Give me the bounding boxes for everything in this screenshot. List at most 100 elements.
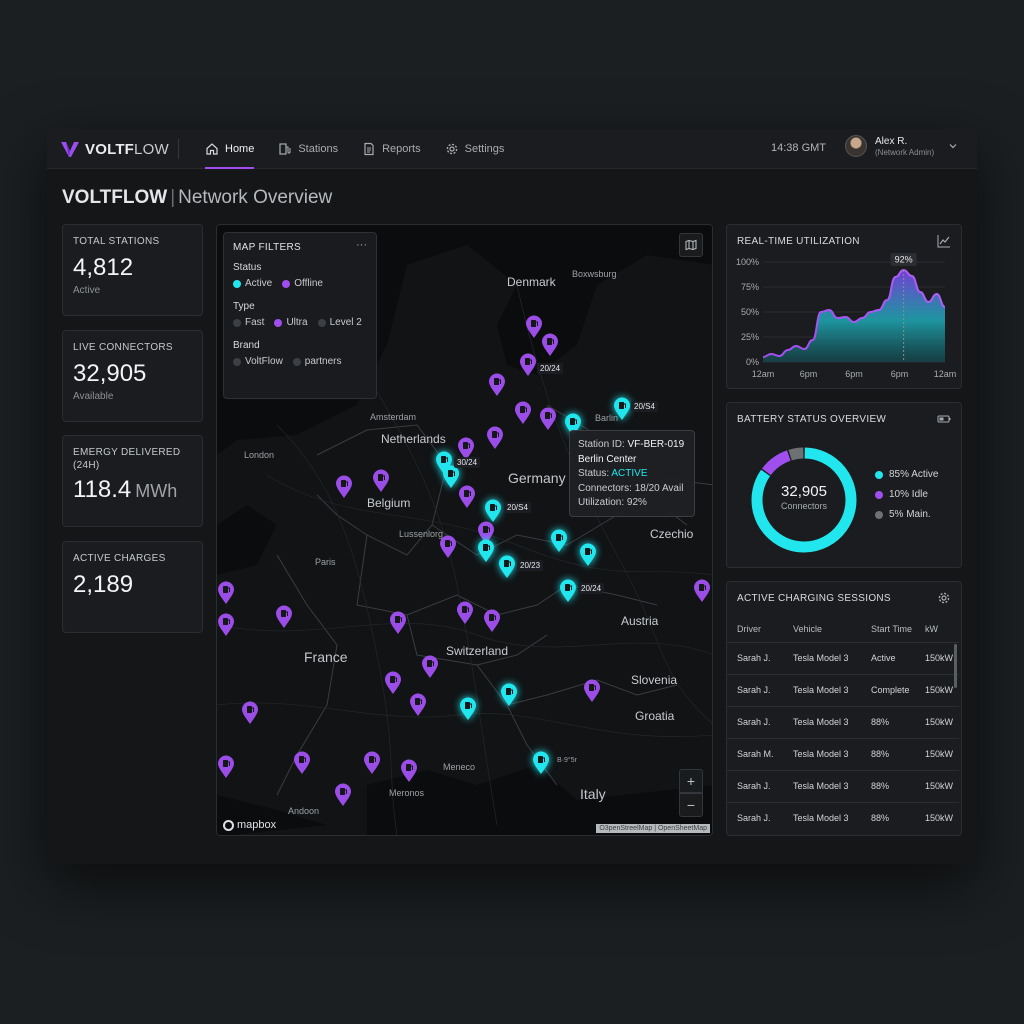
station-pin-offline[interactable]	[514, 401, 532, 425]
filter-option-label: VoltFlow	[245, 356, 283, 367]
station-pin-active[interactable]	[477, 539, 495, 563]
gear-icon[interactable]	[937, 591, 951, 605]
station-pin-offline[interactable]	[541, 333, 559, 357]
station-pin-offline[interactable]	[693, 579, 711, 603]
station-pin-active[interactable]	[613, 397, 631, 421]
donut-center-label: Connectors	[780, 501, 828, 511]
user-menu[interactable]: Alex R. (Network Admin)	[845, 135, 958, 157]
utilization-chart: 100% 75% 50% 25% 0% 12am 6pm 6pm 6pm 12am 92%	[736, 253, 956, 379]
sessions-table-body: Sarah J. Tesla Model 3 Active 150kW Sarah J.…	[727, 641, 959, 834]
kpi-total-stations: TOTAL STATIONS 4,812 Active	[62, 224, 203, 316]
station-pin-offline[interactable]	[400, 759, 418, 783]
status-dot	[233, 318, 241, 327]
column-header[interactable]: kW	[925, 623, 938, 634]
map-pin-icon	[485, 499, 501, 522]
sessions-scrollbar[interactable]	[954, 644, 957, 688]
zoom-out-button[interactable]: −	[679, 793, 703, 817]
station-pin-offline[interactable]	[241, 701, 259, 725]
filter-option-label: Offline	[294, 278, 323, 289]
driver-cell: Sarah J.	[727, 705, 783, 738]
table-row[interactable]: Sarah J. Tesla Model 3 88% 150kW	[727, 801, 959, 834]
station-pin-offline[interactable]	[458, 485, 476, 509]
station-pin-offline[interactable]	[439, 535, 457, 559]
column-header[interactable]: Vehicle	[793, 623, 823, 634]
station-pin-offline[interactable]	[486, 426, 504, 450]
filter-option-offline[interactable]: Offline	[282, 278, 323, 289]
station-pin-offline[interactable]	[477, 521, 495, 545]
nav-home[interactable]: Home	[193, 129, 266, 169]
station-pin-offline[interactable]	[217, 613, 235, 637]
zoom-in-button[interactable]: +	[679, 769, 703, 793]
table-row[interactable]: Sarah J. Tesla Model 3 88% 150kW	[727, 769, 959, 802]
table-row[interactable]: Sarah M. Tesla Model 3 88% 150kW	[727, 737, 959, 770]
filter-option-partners[interactable]: partners	[292, 356, 341, 367]
filter-option-voltflow[interactable]: VoltFlow	[233, 356, 283, 367]
nav-stations[interactable]: Stations	[266, 129, 350, 169]
station-pin-offline[interactable]	[483, 609, 501, 633]
station-pin-offline[interactable]	[409, 693, 427, 717]
column-header[interactable]: Start Time	[871, 623, 913, 634]
station-pin-active[interactable]	[484, 499, 502, 523]
kw-cell: 150kW	[915, 641, 959, 674]
map-attribution[interactable]: O3penStreelMap | OpenSheetMap	[596, 824, 710, 833]
station-pin-offline[interactable]	[334, 783, 352, 807]
map-label-andoon: Andoon	[288, 806, 320, 816]
station-pin-offline[interactable]	[456, 601, 474, 625]
station-pin-offline[interactable]	[519, 353, 537, 377]
station-pin-active[interactable]	[459, 697, 477, 721]
filter-option-level2[interactable]: Level 2	[317, 317, 362, 328]
logo[interactable]: VOLTFLOW	[60, 139, 169, 159]
station-pin-offline[interactable]	[457, 437, 475, 461]
nav-settings[interactable]: Settings	[433, 129, 517, 169]
filter-option-ultra[interactable]: Ultra	[274, 317, 308, 328]
station-pin-active[interactable]	[498, 555, 516, 579]
station-pin-offline[interactable]	[583, 679, 601, 703]
station-pin-offline[interactable]	[217, 755, 235, 779]
legend-active: 85% Active	[875, 469, 938, 480]
station-map[interactable]: Denmark Boxwsburg Amsterdam Netherlands …	[216, 224, 713, 836]
line-chart-icon[interactable]	[937, 234, 951, 248]
map-pin-icon	[484, 609, 500, 632]
station-pin-offline[interactable]	[525, 315, 543, 339]
station-pin-active[interactable]	[579, 543, 597, 567]
station-pin-offline[interactable]	[384, 671, 402, 695]
driver-cell: Sarah J.	[727, 769, 783, 802]
tooltip-status: Status: ACTIVE	[578, 467, 686, 482]
station-pin-offline[interactable]	[363, 751, 381, 775]
vehicle-cell: Tesla Model 3	[783, 641, 861, 674]
mapbox-logo[interactable]: mapbox	[223, 819, 276, 831]
table-row[interactable]: Sarah J. Tesla Model 3 Complete 150kW	[727, 673, 959, 706]
station-pin-active[interactable]	[550, 529, 568, 553]
tooltip-utilization: Utilization: 92%	[578, 497, 647, 508]
station-pin-offline[interactable]	[488, 373, 506, 397]
y-tick-label: 0%	[746, 357, 759, 367]
station-pin-active[interactable]	[559, 579, 577, 603]
station-pin-active[interactable]	[442, 465, 460, 489]
station-pin-active[interactable]	[564, 413, 582, 437]
station-pin-offline[interactable]	[217, 581, 235, 605]
station-pin-offline[interactable]	[275, 605, 293, 629]
table-row[interactable]: Sarah J. Tesla Model 3 88% 150kW	[727, 705, 959, 738]
map-pin-icon	[436, 451, 452, 474]
column-header[interactable]: Driver	[737, 623, 761, 634]
nav-reports[interactable]: Reports	[350, 129, 433, 169]
station-pin-offline[interactable]	[293, 751, 311, 775]
map-layers-button[interactable]	[679, 233, 703, 257]
station-pin-offline[interactable]	[539, 407, 557, 431]
station-pin-active[interactable]	[532, 751, 550, 775]
table-row[interactable]: Sarah J. Tesla Model 3 Active 150kW	[727, 641, 959, 674]
top-bar: VOLTFLOW Home Stations Reports Settings …	[47, 129, 977, 169]
gear-icon	[446, 143, 457, 155]
filter-option-fast[interactable]: Fast	[233, 317, 264, 328]
battery-icon[interactable]	[937, 412, 951, 426]
filter-option-active[interactable]: Active	[233, 278, 272, 289]
pin-count-badge: 20/24	[537, 363, 564, 374]
station-pin-offline[interactable]	[389, 611, 407, 635]
station-pin-active[interactable]	[500, 683, 518, 707]
kw-cell: 150kW	[915, 705, 959, 738]
station-pin-offline[interactable]	[372, 469, 390, 493]
station-pin-active[interactable]	[435, 451, 453, 475]
station-pin-offline[interactable]	[335, 475, 353, 499]
station-pin-offline[interactable]	[421, 655, 439, 679]
more-options-icon[interactable]: ···	[356, 239, 367, 251]
